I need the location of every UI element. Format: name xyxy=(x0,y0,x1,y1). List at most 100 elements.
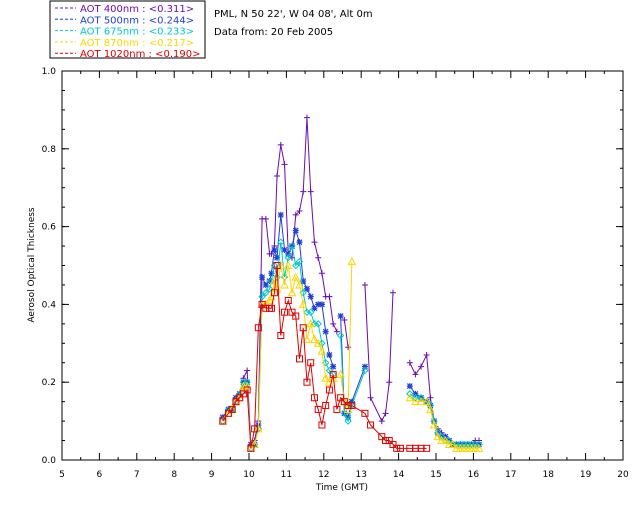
data-point xyxy=(244,367,251,374)
data-point xyxy=(344,402,352,410)
data-point xyxy=(307,188,314,195)
data-point xyxy=(426,404,435,413)
data-point xyxy=(283,260,293,269)
x-tick-label: 8 xyxy=(171,470,177,480)
data-point xyxy=(280,280,289,289)
data-point xyxy=(291,272,301,281)
data-point xyxy=(292,227,299,234)
data-point xyxy=(219,417,227,425)
data-point xyxy=(295,355,303,363)
data-point xyxy=(262,281,269,288)
data-point xyxy=(243,386,251,394)
x-tick-label: 10 xyxy=(243,470,255,480)
data-point xyxy=(348,402,356,410)
data-point xyxy=(265,295,274,305)
data-point xyxy=(311,239,318,246)
data-point xyxy=(348,398,355,405)
data-point xyxy=(325,366,334,375)
data-point xyxy=(367,394,374,401)
data-point xyxy=(273,262,281,269)
data-point xyxy=(427,394,434,401)
data-point xyxy=(306,319,316,328)
data-point xyxy=(343,404,353,413)
series-layer xyxy=(218,114,484,453)
data-point xyxy=(385,437,393,445)
y-tick-label: 0.2 xyxy=(42,378,56,388)
data-point xyxy=(242,381,252,390)
x-tick-label: 14 xyxy=(393,470,405,480)
data-point xyxy=(270,289,278,297)
data-point xyxy=(266,278,273,285)
data-point xyxy=(337,394,345,402)
data-point xyxy=(239,390,247,398)
x-tick-label: 7 xyxy=(134,470,140,480)
data-point xyxy=(292,261,300,270)
data-point xyxy=(412,371,419,378)
series-2 xyxy=(219,238,483,453)
data-point xyxy=(315,254,322,261)
data-point xyxy=(333,405,341,413)
data-point xyxy=(300,278,307,285)
data-point xyxy=(296,239,303,246)
data-point xyxy=(224,409,232,417)
data-point xyxy=(337,313,344,320)
data-point xyxy=(416,397,426,406)
x-tick-label: 20 xyxy=(617,470,629,480)
series-line xyxy=(343,319,349,348)
data-point xyxy=(336,331,345,340)
data-point xyxy=(423,444,431,452)
data-point xyxy=(389,440,397,448)
data-point xyxy=(270,276,279,285)
data-point xyxy=(423,351,430,358)
data-point xyxy=(378,418,385,425)
data-point xyxy=(232,398,240,406)
data-point xyxy=(345,414,352,421)
legend: AOT 400nm : <0.311>AOT 500nm : <0.244>AO… xyxy=(49,0,206,60)
data-point xyxy=(329,370,337,378)
data-point xyxy=(326,293,333,300)
data-point xyxy=(274,254,281,261)
data-point xyxy=(296,208,303,215)
data-point xyxy=(288,308,296,316)
data-point xyxy=(441,435,450,445)
data-point xyxy=(475,440,483,449)
data-point xyxy=(347,257,357,266)
data-point xyxy=(341,316,348,323)
data-point xyxy=(258,292,266,301)
data-point xyxy=(292,211,299,218)
data-point xyxy=(328,373,338,382)
data-point xyxy=(268,270,275,277)
data-point xyxy=(314,320,322,328)
data-point xyxy=(406,383,413,390)
data-point xyxy=(281,161,288,168)
data-point xyxy=(295,280,304,289)
series-line xyxy=(409,397,480,449)
data-point xyxy=(411,397,420,406)
data-point xyxy=(321,373,331,382)
x-tick-label: 19 xyxy=(580,470,592,480)
data-point xyxy=(298,299,308,308)
x-axis-title: Time (GMT) xyxy=(315,483,368,493)
site-info: PML, N 50 22', W 04 08', Alt 0m xyxy=(214,9,373,20)
data-point xyxy=(340,398,348,406)
legend-box xyxy=(49,0,206,59)
data-point xyxy=(277,332,285,340)
y-tick-label: 0.4 xyxy=(42,300,57,310)
data-point xyxy=(361,363,368,370)
data-point xyxy=(417,394,425,402)
series-line xyxy=(222,265,334,450)
data-point xyxy=(259,274,266,281)
data-point xyxy=(382,437,390,445)
data-point xyxy=(284,254,292,262)
data-point xyxy=(303,114,310,121)
data-point xyxy=(412,390,419,397)
data-point xyxy=(367,421,375,429)
data-point xyxy=(310,394,318,402)
x-tick-label: 5 xyxy=(59,470,65,480)
x-tick-label: 17 xyxy=(505,470,516,480)
data-point xyxy=(262,289,270,297)
data-point xyxy=(228,405,236,413)
data-point xyxy=(236,394,244,402)
data-point xyxy=(448,439,458,448)
date-info: Data from: 20 Feb 2005 xyxy=(214,27,333,38)
